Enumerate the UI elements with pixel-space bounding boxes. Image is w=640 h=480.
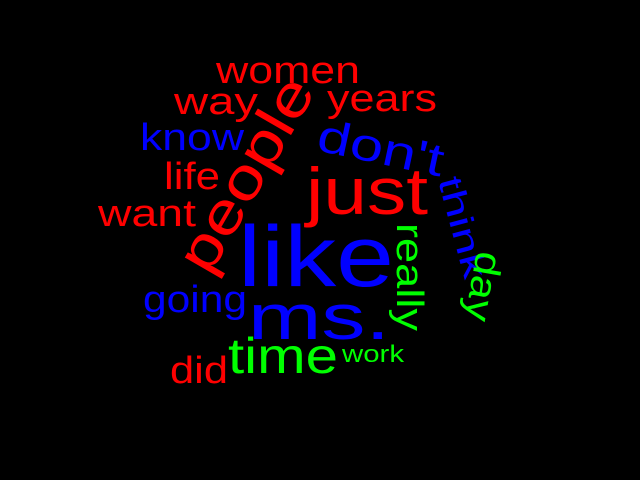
word-women: women — [215, 50, 360, 92]
word-way: way — [173, 81, 258, 123]
word-like: like — [238, 209, 394, 305]
word-years: years — [327, 78, 437, 120]
word-know: know — [140, 117, 245, 159]
word-going: going — [143, 279, 247, 321]
word-ms: ms. — [248, 281, 390, 353]
word-want: want — [97, 193, 197, 235]
word-time: time — [228, 328, 338, 384]
word-just: just — [304, 154, 428, 228]
word-life: life — [164, 156, 220, 198]
word-did: did — [170, 350, 228, 392]
word-really: really — [388, 223, 430, 331]
word-work: work — [341, 341, 405, 368]
